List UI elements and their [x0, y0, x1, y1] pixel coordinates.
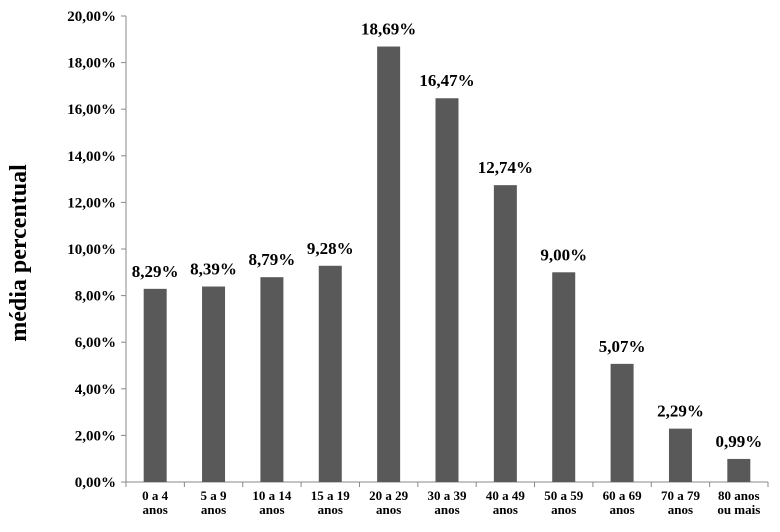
y-tick-label: 18,00% [67, 56, 116, 72]
y-axis-title: média percentual [6, 164, 32, 342]
category-label: 60 a 69 [603, 488, 643, 503]
category-label: anos [434, 502, 459, 517]
bar [493, 185, 517, 482]
y-tick-label: 0,00% [75, 475, 116, 491]
data-label: 8,29% [132, 262, 179, 281]
category-label: anos [259, 502, 284, 517]
category-label: anos [493, 502, 518, 517]
bar [552, 272, 576, 482]
y-tick-label: 16,00% [67, 102, 116, 118]
category-label: 30 a 39 [428, 488, 468, 503]
category-label: 70 a 79 [661, 488, 701, 503]
category-label: ou mais [717, 502, 760, 517]
y-tick-label: 10,00% [67, 242, 116, 258]
bar [377, 46, 401, 482]
category-label: anos [609, 502, 634, 517]
bars [143, 46, 751, 483]
category-label: 0 a 4 [142, 488, 169, 503]
data-label: 5,07% [599, 337, 646, 356]
y-tick-label: 4,00% [75, 382, 116, 398]
bar [668, 428, 692, 482]
y-tick-label: 8,00% [75, 289, 116, 305]
bar [318, 265, 342, 482]
y-tick-label: 2,00% [75, 428, 116, 444]
data-label: 8,79% [249, 250, 296, 269]
category-label: 80 anos [718, 488, 760, 503]
y-tick-label: 14,00% [67, 149, 116, 165]
category-label: anos [376, 502, 401, 517]
data-label: 9,00% [540, 245, 587, 264]
category-label: 40 a 49 [486, 488, 526, 503]
category-label: anos [551, 502, 576, 517]
bar [610, 363, 634, 482]
data-label: 9,28% [307, 239, 354, 258]
data-label: 0,99% [715, 432, 762, 451]
category-label: anos [143, 502, 168, 517]
data-label: 2,29% [657, 402, 704, 421]
data-label: 12,74% [478, 158, 533, 177]
category-label: anos [668, 502, 693, 517]
y-tick-label: 12,00% [67, 195, 116, 211]
y-axis: 0,00% 2,00% 4,00% 6,00% 8,00% 10,00% 12,00% 14,… [67, 9, 127, 491]
y-tick-label: 20,00% [67, 9, 116, 25]
data-label: 18,69% [361, 20, 416, 39]
bar [727, 458, 751, 482]
bar [260, 277, 284, 482]
category-label: 10 a 14 [252, 488, 292, 503]
category-label: 15 a 19 [311, 488, 351, 503]
category-label: 20 a 29 [369, 488, 409, 503]
bar [143, 288, 167, 482]
bar [435, 98, 459, 483]
data-labels: 8,29% 8,39% 8,79% 9,28% 18,69% 16,47% 12,74% 9,… [132, 20, 762, 451]
data-label: 8,39% [190, 260, 237, 279]
category-label: anos [318, 502, 343, 517]
category-label: 50 a 59 [544, 488, 584, 503]
bar [202, 286, 226, 482]
y-tick-label: 6,00% [75, 335, 116, 351]
data-label: 16,47% [419, 71, 474, 90]
category-label: anos [201, 502, 226, 517]
category-label: 5 a 9 [201, 488, 228, 503]
